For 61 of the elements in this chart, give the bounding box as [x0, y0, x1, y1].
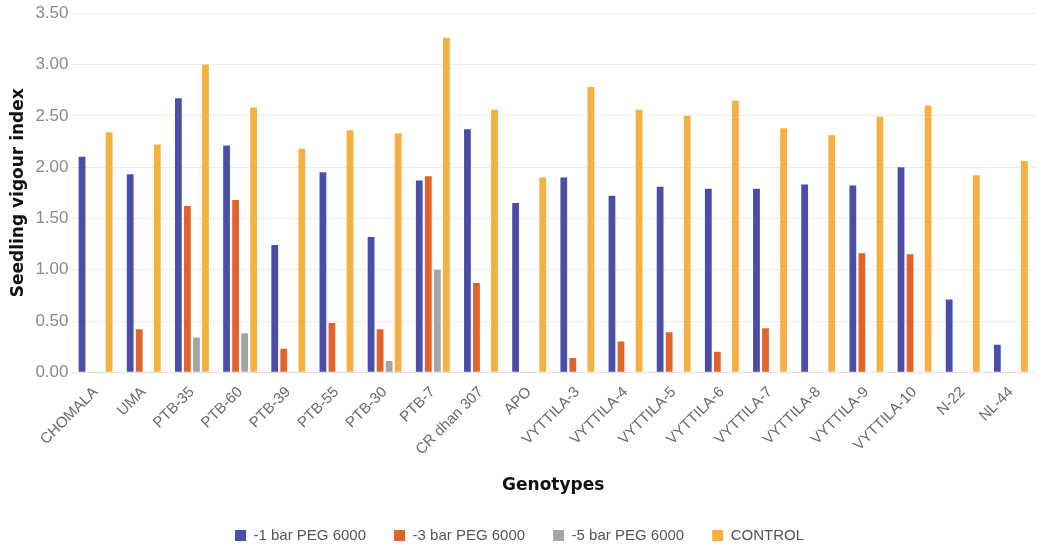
legend-label: -3 bar PEG 6000 [412, 525, 526, 543]
bar [298, 148, 306, 372]
y-axis-title: Seedling vigour index [6, 88, 27, 298]
bar [945, 299, 953, 372]
bar [241, 333, 249, 372]
bar [683, 115, 691, 372]
bar [849, 185, 857, 372]
legend-label: -1 bar PEG 6000 [253, 525, 367, 543]
bar [665, 332, 673, 372]
bar [174, 98, 182, 372]
bar [587, 87, 595, 372]
bar [105, 132, 113, 372]
bar [394, 133, 402, 372]
bar [473, 283, 480, 372]
bar [762, 328, 769, 372]
x-axis-title: Genotypes [502, 474, 605, 495]
y-tick-label: 1.50 [35, 208, 69, 228]
bar [232, 199, 239, 372]
bar [415, 180, 423, 372]
legend-label: CONTROL [730, 525, 805, 543]
bar [560, 177, 568, 372]
bar [801, 184, 809, 372]
bar [704, 188, 712, 372]
bar [753, 188, 760, 372]
bar [184, 206, 191, 372]
bar [126, 174, 134, 372]
bar [135, 329, 143, 372]
y-tick-label: 3.00 [35, 54, 69, 74]
bar [491, 109, 498, 372]
bar [250, 107, 258, 372]
bar [732, 100, 739, 372]
bar [569, 358, 577, 372]
legend-label: -5 bar PEG 6000 [571, 525, 685, 543]
bar [442, 37, 450, 372]
bar [433, 269, 441, 372]
bar [193, 337, 200, 372]
bar [539, 177, 547, 372]
bar [464, 129, 471, 372]
bar [972, 175, 980, 372]
bar [858, 253, 866, 372]
bar [385, 361, 393, 372]
bar [153, 144, 161, 372]
bar [512, 203, 519, 372]
bar [376, 329, 384, 372]
bar [713, 351, 721, 372]
bar [780, 128, 787, 372]
bar [424, 176, 432, 372]
bar [656, 186, 664, 372]
y-tick-label: 2.00 [35, 156, 69, 176]
bar [1021, 160, 1028, 372]
bar [271, 245, 279, 372]
bar [280, 348, 288, 372]
bar [202, 64, 209, 372]
y-tick-label: 0.00 [35, 362, 69, 382]
y-tick-label: 2.50 [35, 105, 69, 125]
bar [223, 145, 230, 372]
bar [828, 135, 836, 372]
y-tick-label: 1.00 [35, 259, 69, 279]
bar [993, 344, 1001, 372]
y-tick-label: 3.50 [35, 2, 69, 22]
y-tick-label: 0.50 [35, 310, 69, 330]
